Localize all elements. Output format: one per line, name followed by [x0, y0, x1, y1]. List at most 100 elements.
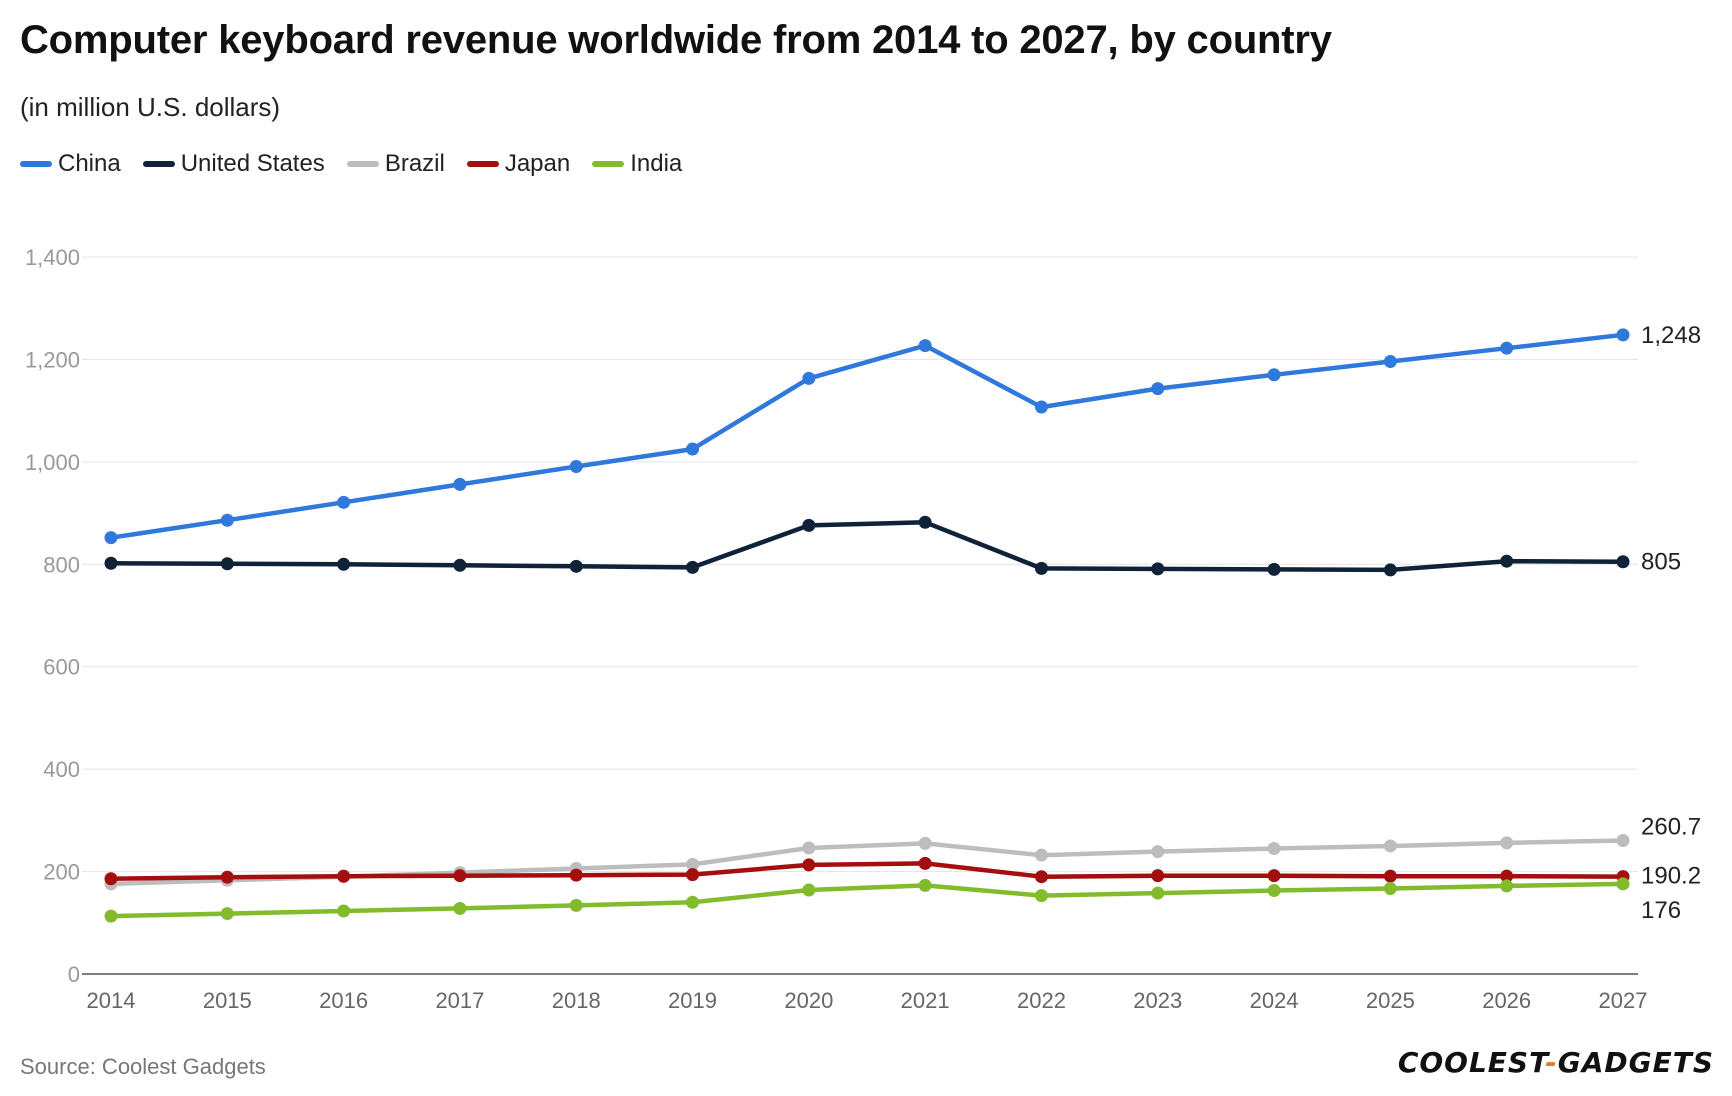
end-label-india: 176 — [1641, 897, 1681, 924]
data-point-united-states — [569, 559, 583, 573]
end-label-united-states: 805 — [1641, 549, 1681, 576]
data-point-japan — [104, 872, 118, 886]
data-point-brazil — [1267, 842, 1281, 856]
series-line-china — [108, 332, 1626, 540]
y-tick-label: 200 — [43, 860, 80, 885]
data-point-japan — [1151, 869, 1165, 883]
data-point-brazil — [1500, 836, 1514, 850]
source-note: Source: Coolest Gadgets — [20, 1054, 266, 1079]
data-point-brazil — [1034, 848, 1048, 862]
legend-item-india[interactable]: India — [592, 150, 682, 178]
x-tick-label: 2014 — [87, 988, 136, 1013]
data-point-brazil — [1383, 839, 1397, 853]
data-point-china — [1383, 354, 1397, 368]
legend-label-brazil: Brazil — [384, 150, 445, 177]
y-tick-label: 600 — [43, 655, 80, 680]
x-tick-label: 2015 — [203, 988, 252, 1013]
data-point-japan — [220, 870, 234, 884]
y-tick-label: 1,000 — [25, 450, 80, 475]
end-label-japan: 190.2 — [1641, 863, 1701, 890]
data-point-brazil — [1616, 833, 1630, 847]
series-line-japan — [108, 861, 1626, 881]
data-point-india — [453, 901, 467, 915]
data-point-china — [337, 495, 351, 509]
legend-item-china[interactable]: China — [20, 150, 121, 178]
data-point-china — [1616, 328, 1630, 342]
y-tick-label: 1,400 — [25, 245, 80, 270]
data-point-united-states — [1034, 561, 1048, 575]
x-tick-label: 2021 — [901, 988, 950, 1013]
data-point-united-states — [104, 556, 118, 570]
y-tick-label: 0 — [68, 962, 80, 987]
x-tick-label: 2017 — [435, 988, 484, 1013]
legend-label-japan: Japan — [504, 150, 571, 177]
coolest-gadgets-logo: COOLEST-GADGETS — [1398, 1046, 1714, 1079]
x-tick-label: 2024 — [1250, 988, 1299, 1013]
data-point-india — [220, 907, 234, 921]
data-point-japan — [337, 869, 351, 883]
x-tick-label: 2023 — [1133, 988, 1182, 1013]
end-label-brazil: 260.7 — [1641, 813, 1701, 840]
legend-label-united-states: United States — [180, 150, 325, 177]
data-point-china — [1151, 382, 1165, 396]
legend-item-japan[interactable]: Japan — [466, 150, 571, 178]
x-tick-label: 2018 — [552, 988, 601, 1013]
x-tick-label: 2016 — [319, 988, 368, 1013]
data-point-japan — [453, 869, 467, 883]
data-point-japan — [1034, 870, 1048, 884]
legend-swatch-china — [20, 161, 52, 167]
x-tick-label: 2025 — [1366, 988, 1415, 1013]
legend-swatch-united-states — [142, 161, 175, 167]
data-point-india — [1267, 884, 1281, 898]
data-point-united-states — [1500, 554, 1514, 568]
data-point-united-states — [337, 557, 351, 571]
legend-label-india: India — [630, 150, 683, 177]
series-line-india — [108, 881, 1626, 919]
data-point-united-states — [1151, 562, 1165, 576]
data-point-united-states — [686, 560, 700, 574]
data-point-united-states — [1267, 562, 1281, 576]
legend-swatch-india — [592, 161, 625, 167]
data-point-india — [104, 909, 118, 923]
data-point-india — [802, 883, 816, 897]
data-point-china — [220, 513, 234, 527]
logo-dash: - — [1545, 1046, 1558, 1079]
data-point-united-states — [1616, 555, 1630, 569]
data-point-india — [337, 904, 351, 918]
data-point-china — [569, 459, 583, 473]
legend-item-united-states[interactable]: United States — [142, 150, 325, 178]
data-point-brazil — [802, 841, 816, 855]
data-point-japan — [686, 868, 700, 882]
chart-title: Computer keyboard revenue worldwide from… — [20, 18, 1332, 62]
data-point-china — [453, 477, 467, 491]
legend-item-brazil[interactable]: Brazil — [346, 150, 445, 178]
data-point-united-states — [220, 557, 234, 571]
end-label-china: 1,248 — [1641, 322, 1701, 349]
legend: China United States Brazil Japan India — [20, 150, 704, 178]
data-point-japan — [802, 858, 816, 872]
data-point-japan — [918, 856, 932, 870]
data-point-china — [918, 339, 932, 353]
data-point-brazil — [1151, 845, 1165, 859]
y-tick-label: 400 — [43, 757, 80, 782]
chart-subtitle: (in million U.S. dollars) — [20, 92, 281, 122]
x-tick-label: 2027 — [1599, 988, 1648, 1013]
data-point-united-states — [453, 558, 467, 572]
data-point-china — [104, 531, 118, 545]
data-point-brazil — [918, 836, 932, 850]
data-point-india — [686, 895, 700, 909]
data-point-japan — [1267, 869, 1281, 883]
data-point-india — [569, 898, 583, 912]
series-line-united-states — [108, 520, 1626, 573]
data-point-brazil — [686, 857, 700, 871]
data-point-united-states — [918, 515, 932, 529]
data-point-china — [1500, 341, 1514, 355]
y-tick-label: 800 — [43, 552, 80, 577]
legend-swatch-japan — [466, 161, 499, 167]
data-point-india — [1383, 881, 1397, 895]
data-point-japan — [1383, 869, 1397, 883]
x-tick-label: 2022 — [1017, 988, 1066, 1013]
data-point-china — [1267, 368, 1281, 382]
x-tick-label: 2026 — [1482, 988, 1531, 1013]
data-point-india — [1034, 889, 1048, 903]
